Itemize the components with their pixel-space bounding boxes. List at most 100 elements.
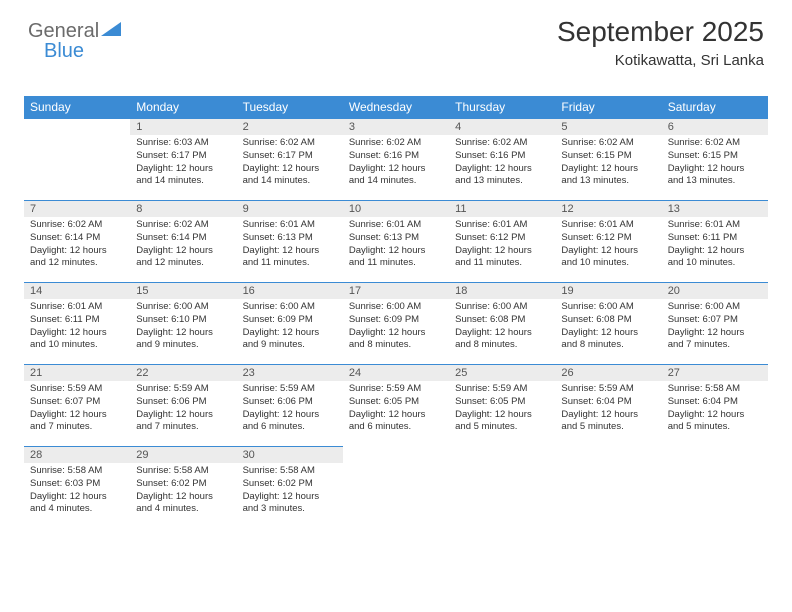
calendar-empty-cell xyxy=(662,447,768,529)
calendar-day-cell: 15Sunrise: 6:00 AMSunset: 6:10 PMDayligh… xyxy=(130,283,236,365)
day-number: 4 xyxy=(449,119,555,135)
day-content: Sunrise: 6:02 AMSunset: 6:16 PMDaylight:… xyxy=(449,135,555,192)
day-content: Sunrise: 6:02 AMSunset: 6:15 PMDaylight:… xyxy=(662,135,768,192)
day-number: 30 xyxy=(237,447,343,463)
calendar-day-cell: 20Sunrise: 6:00 AMSunset: 6:07 PMDayligh… xyxy=(662,283,768,365)
day-content: Sunrise: 6:00 AMSunset: 6:07 PMDaylight:… xyxy=(662,299,768,356)
page-title: September 2025 xyxy=(557,16,764,48)
calendar-day-cell: 3Sunrise: 6:02 AMSunset: 6:16 PMDaylight… xyxy=(343,119,449,201)
day-number: 26 xyxy=(555,365,661,381)
calendar-day-cell: 2Sunrise: 6:02 AMSunset: 6:17 PMDaylight… xyxy=(237,119,343,201)
day-number: 24 xyxy=(343,365,449,381)
header: September 2025 Kotikawatta, Sri Lanka xyxy=(557,16,764,69)
calendar-day-cell: 17Sunrise: 6:00 AMSunset: 6:09 PMDayligh… xyxy=(343,283,449,365)
day-number: 8 xyxy=(130,201,236,217)
weekday-header: Sunday xyxy=(24,96,130,119)
day-number: 3 xyxy=(343,119,449,135)
day-content: Sunrise: 5:59 AMSunset: 6:06 PMDaylight:… xyxy=(130,381,236,438)
day-number: 15 xyxy=(130,283,236,299)
day-number: 22 xyxy=(130,365,236,381)
day-number: 5 xyxy=(555,119,661,135)
day-number: 6 xyxy=(662,119,768,135)
weekday-header: Wednesday xyxy=(343,96,449,119)
day-content: Sunrise: 6:01 AMSunset: 6:13 PMDaylight:… xyxy=(237,217,343,274)
day-content: Sunrise: 6:00 AMSunset: 6:08 PMDaylight:… xyxy=(449,299,555,356)
calendar-day-cell: 29Sunrise: 5:58 AMSunset: 6:02 PMDayligh… xyxy=(130,447,236,529)
day-number: 19 xyxy=(555,283,661,299)
calendar-day-cell: 23Sunrise: 5:59 AMSunset: 6:06 PMDayligh… xyxy=(237,365,343,447)
calendar-day-cell: 8Sunrise: 6:02 AMSunset: 6:14 PMDaylight… xyxy=(130,201,236,283)
calendar-week-row: 14Sunrise: 6:01 AMSunset: 6:11 PMDayligh… xyxy=(24,283,768,365)
calendar-day-cell: 27Sunrise: 5:58 AMSunset: 6:04 PMDayligh… xyxy=(662,365,768,447)
day-content: Sunrise: 6:02 AMSunset: 6:14 PMDaylight:… xyxy=(24,217,130,274)
day-content: Sunrise: 6:01 AMSunset: 6:12 PMDaylight:… xyxy=(555,217,661,274)
day-content: Sunrise: 5:59 AMSunset: 6:05 PMDaylight:… xyxy=(449,381,555,438)
calendar-week-row: 7Sunrise: 6:02 AMSunset: 6:14 PMDaylight… xyxy=(24,201,768,283)
calendar-day-cell: 18Sunrise: 6:00 AMSunset: 6:08 PMDayligh… xyxy=(449,283,555,365)
day-content: Sunrise: 5:59 AMSunset: 6:04 PMDaylight:… xyxy=(555,381,661,438)
day-number: 13 xyxy=(662,201,768,217)
weekday-header: Saturday xyxy=(662,96,768,119)
day-number: 27 xyxy=(662,365,768,381)
day-content: Sunrise: 5:59 AMSunset: 6:06 PMDaylight:… xyxy=(237,381,343,438)
logo-sail-icon xyxy=(101,20,123,43)
location: Kotikawatta, Sri Lanka xyxy=(557,52,764,69)
calendar-day-cell: 1Sunrise: 6:03 AMSunset: 6:17 PMDaylight… xyxy=(130,119,236,201)
day-number: 17 xyxy=(343,283,449,299)
calendar-table: SundayMondayTuesdayWednesdayThursdayFrid… xyxy=(24,96,768,529)
day-content: Sunrise: 6:01 AMSunset: 6:11 PMDaylight:… xyxy=(24,299,130,356)
day-number: 18 xyxy=(449,283,555,299)
calendar-day-cell: 11Sunrise: 6:01 AMSunset: 6:12 PMDayligh… xyxy=(449,201,555,283)
calendar-day-cell: 7Sunrise: 6:02 AMSunset: 6:14 PMDaylight… xyxy=(24,201,130,283)
calendar-day-cell: 28Sunrise: 5:58 AMSunset: 6:03 PMDayligh… xyxy=(24,447,130,529)
calendar-day-cell: 14Sunrise: 6:01 AMSunset: 6:11 PMDayligh… xyxy=(24,283,130,365)
calendar-day-cell: 24Sunrise: 5:59 AMSunset: 6:05 PMDayligh… xyxy=(343,365,449,447)
calendar-week-row: 21Sunrise: 5:59 AMSunset: 6:07 PMDayligh… xyxy=(24,365,768,447)
day-number: 23 xyxy=(237,365,343,381)
calendar-empty-cell xyxy=(449,447,555,529)
calendar-empty-cell xyxy=(555,447,661,529)
day-number: 21 xyxy=(24,365,130,381)
calendar-day-cell: 10Sunrise: 6:01 AMSunset: 6:13 PMDayligh… xyxy=(343,201,449,283)
calendar-day-cell: 5Sunrise: 6:02 AMSunset: 6:15 PMDaylight… xyxy=(555,119,661,201)
day-number: 20 xyxy=(662,283,768,299)
calendar-day-cell: 16Sunrise: 6:00 AMSunset: 6:09 PMDayligh… xyxy=(237,283,343,365)
day-number: 11 xyxy=(449,201,555,217)
day-content: Sunrise: 5:58 AMSunset: 6:02 PMDaylight:… xyxy=(237,463,343,520)
day-number: 29 xyxy=(130,447,236,463)
day-content: Sunrise: 5:59 AMSunset: 6:07 PMDaylight:… xyxy=(24,381,130,438)
weekday-header-row: SundayMondayTuesdayWednesdayThursdayFrid… xyxy=(24,96,768,119)
calendar-empty-cell xyxy=(343,447,449,529)
day-content: Sunrise: 5:58 AMSunset: 6:03 PMDaylight:… xyxy=(24,463,130,520)
calendar-day-cell: 6Sunrise: 6:02 AMSunset: 6:15 PMDaylight… xyxy=(662,119,768,201)
calendar-day-cell: 22Sunrise: 5:59 AMSunset: 6:06 PMDayligh… xyxy=(130,365,236,447)
calendar-day-cell: 19Sunrise: 6:00 AMSunset: 6:08 PMDayligh… xyxy=(555,283,661,365)
calendar-week-row: 28Sunrise: 5:58 AMSunset: 6:03 PMDayligh… xyxy=(24,447,768,529)
calendar-day-cell: 30Sunrise: 5:58 AMSunset: 6:02 PMDayligh… xyxy=(237,447,343,529)
day-number: 12 xyxy=(555,201,661,217)
day-number: 1 xyxy=(130,119,236,135)
day-number: 16 xyxy=(237,283,343,299)
day-number: 28 xyxy=(24,447,130,463)
day-content: Sunrise: 6:00 AMSunset: 6:09 PMDaylight:… xyxy=(343,299,449,356)
day-content: Sunrise: 6:00 AMSunset: 6:09 PMDaylight:… xyxy=(237,299,343,356)
day-number: 10 xyxy=(343,201,449,217)
calendar-week-row: 1Sunrise: 6:03 AMSunset: 6:17 PMDaylight… xyxy=(24,119,768,201)
weekday-header: Tuesday xyxy=(237,96,343,119)
day-content: Sunrise: 6:01 AMSunset: 6:12 PMDaylight:… xyxy=(449,217,555,274)
day-content: Sunrise: 5:58 AMSunset: 6:04 PMDaylight:… xyxy=(662,381,768,438)
logo-word2: Blue xyxy=(44,40,84,63)
day-content: Sunrise: 6:02 AMSunset: 6:14 PMDaylight:… xyxy=(130,217,236,274)
calendar-day-cell: 26Sunrise: 5:59 AMSunset: 6:04 PMDayligh… xyxy=(555,365,661,447)
calendar-day-cell: 25Sunrise: 5:59 AMSunset: 6:05 PMDayligh… xyxy=(449,365,555,447)
day-content: Sunrise: 5:59 AMSunset: 6:05 PMDaylight:… xyxy=(343,381,449,438)
calendar-day-cell: 4Sunrise: 6:02 AMSunset: 6:16 PMDaylight… xyxy=(449,119,555,201)
day-content: Sunrise: 6:00 AMSunset: 6:10 PMDaylight:… xyxy=(130,299,236,356)
calendar-day-cell: 21Sunrise: 5:59 AMSunset: 6:07 PMDayligh… xyxy=(24,365,130,447)
weekday-header: Friday xyxy=(555,96,661,119)
day-content: Sunrise: 5:58 AMSunset: 6:02 PMDaylight:… xyxy=(130,463,236,520)
day-number: 9 xyxy=(237,201,343,217)
day-content: Sunrise: 6:01 AMSunset: 6:11 PMDaylight:… xyxy=(662,217,768,274)
calendar-day-cell: 9Sunrise: 6:01 AMSunset: 6:13 PMDaylight… xyxy=(237,201,343,283)
day-number: 7 xyxy=(24,201,130,217)
